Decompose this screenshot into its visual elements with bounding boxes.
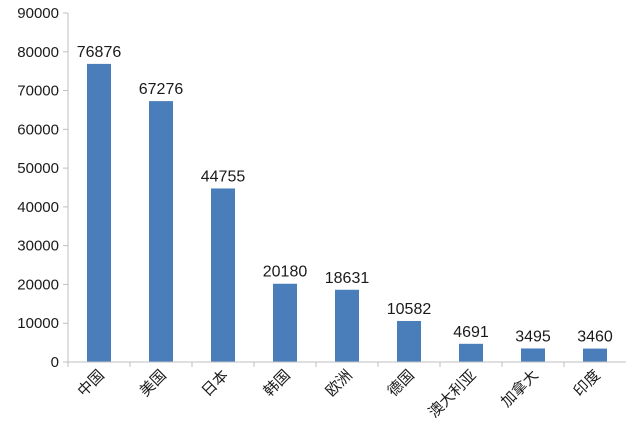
data-label: 18631 bbox=[325, 270, 370, 287]
x-axis: 中国 美国 日本 韩国 欧洲 德国 澳大利亚 加拿大 印度 bbox=[67, 361, 626, 421]
bar bbox=[273, 283, 297, 362]
data-label: 3495 bbox=[515, 328, 551, 345]
data-label: 44755 bbox=[201, 168, 246, 185]
x-tick-label: 日本 bbox=[198, 366, 232, 400]
data-label: 20180 bbox=[263, 264, 308, 281]
x-tick-label: 韩国 bbox=[260, 366, 294, 400]
y-axis: 0 10000 20000 30000 40000 50000 60000 70000 8000… bbox=[17, 5, 69, 371]
data-labels: 76876 67276 44755 20180 18631 10582 4691 3495 34… bbox=[77, 44, 613, 346]
bar bbox=[87, 63, 111, 362]
y-tick-label: 60000 bbox=[17, 121, 59, 138]
bar bbox=[397, 320, 421, 362]
y-tick-label: 20000 bbox=[17, 276, 59, 293]
y-tick-label: 10000 bbox=[17, 315, 59, 332]
data-label: 76876 bbox=[77, 44, 122, 61]
bars bbox=[87, 63, 607, 362]
bar bbox=[459, 343, 483, 362]
y-tick-label: 50000 bbox=[17, 160, 59, 177]
x-tick-label: 澳大利亚 bbox=[425, 366, 480, 421]
bar bbox=[211, 188, 235, 362]
y-tick-label: 0 bbox=[51, 354, 59, 371]
data-label: 4691 bbox=[453, 324, 489, 341]
x-tick-label: 德国 bbox=[384, 366, 418, 400]
x-tick-label: 美国 bbox=[136, 366, 170, 400]
bar bbox=[149, 101, 173, 362]
data-label: 67276 bbox=[139, 81, 184, 98]
bar bbox=[335, 289, 359, 362]
x-tick-label: 加拿大 bbox=[497, 366, 542, 411]
data-label: 10582 bbox=[387, 301, 432, 318]
bar bbox=[583, 348, 607, 362]
y-tick-label: 70000 bbox=[17, 83, 59, 100]
x-tick-label: 中国 bbox=[74, 366, 108, 400]
x-tick-label: 印度 bbox=[570, 366, 604, 400]
y-tick-label: 90000 bbox=[17, 5, 59, 22]
y-tick-label: 80000 bbox=[17, 44, 59, 61]
y-tick-label: 30000 bbox=[17, 238, 59, 255]
bar bbox=[521, 348, 545, 362]
y-tick-label: 40000 bbox=[17, 199, 59, 216]
x-tick-label: 欧洲 bbox=[322, 366, 356, 400]
data-label: 3460 bbox=[577, 329, 613, 346]
